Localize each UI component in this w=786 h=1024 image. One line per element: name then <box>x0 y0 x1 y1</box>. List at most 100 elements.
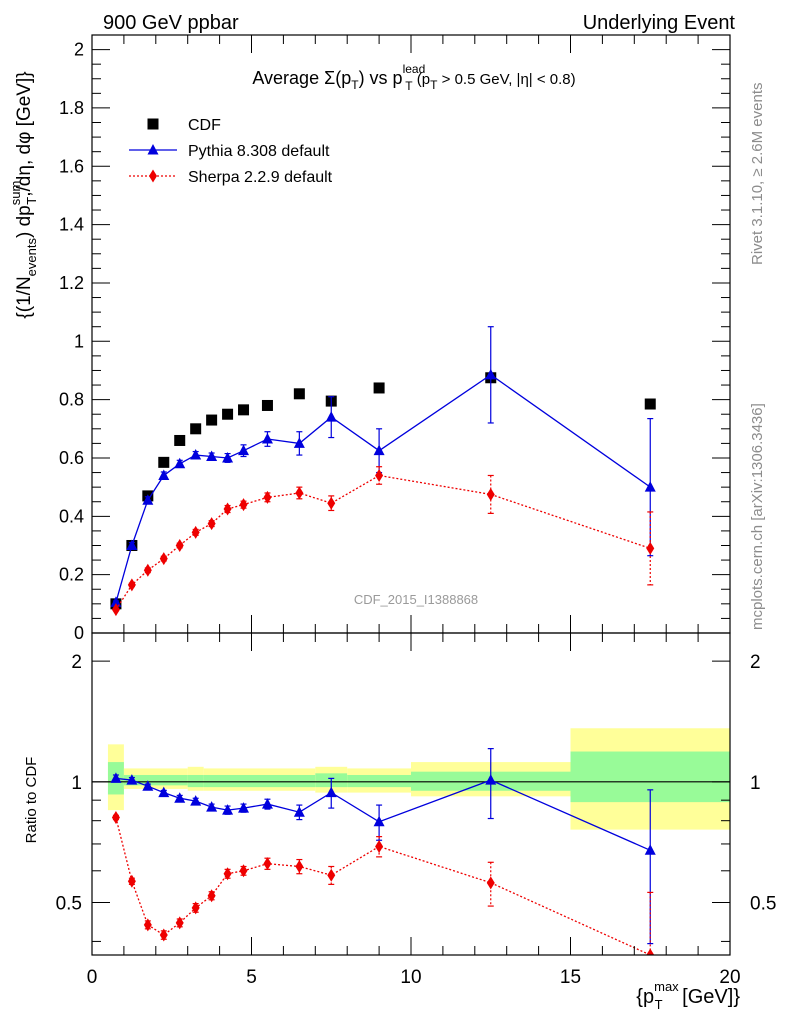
ratio-band-inner <box>123 774 188 786</box>
data-point <box>126 774 138 785</box>
data-point <box>644 398 656 410</box>
data-point <box>295 859 304 873</box>
data-point <box>373 815 385 827</box>
data-point <box>239 498 248 512</box>
ratio-band-inner <box>203 774 316 788</box>
data-point <box>159 928 168 942</box>
data-point <box>646 541 655 555</box>
data-point <box>126 539 138 550</box>
main-title: Average Σ(pT) vs plead T (pT > 0.5 GeV, |… <box>252 62 575 93</box>
data-point <box>486 487 495 501</box>
data-point <box>293 806 305 817</box>
data-point <box>261 399 273 411</box>
y-tick-label: 0.4 <box>59 506 84 526</box>
series-line <box>115 817 651 955</box>
data-point <box>143 918 152 932</box>
data-point <box>174 792 186 803</box>
data-point <box>375 839 384 853</box>
y-tick-label: 0.6 <box>59 448 84 468</box>
data-point <box>175 538 184 552</box>
data-point <box>239 864 248 878</box>
data-point <box>325 411 337 422</box>
data-point <box>327 868 336 882</box>
x-tick-label: 5 <box>246 967 257 988</box>
data-point <box>238 404 250 416</box>
y-tick-label: 0.8 <box>59 390 84 410</box>
data-point <box>485 774 497 785</box>
data-point <box>174 434 186 446</box>
legend-marker <box>147 144 159 155</box>
data-point <box>327 496 336 510</box>
rivet-label: Rivet 3.1.10, ≥ 2.6M events <box>749 83 766 266</box>
y-tick-label: 1.8 <box>59 98 84 118</box>
y-tick-label: 1.4 <box>59 215 84 235</box>
ratio-band-inner <box>187 774 204 788</box>
mcplots-label: mcplots.cern.ch [arXiv:1306.3436] <box>749 403 766 630</box>
data-point <box>325 786 337 798</box>
data-point <box>207 517 216 531</box>
data-point <box>223 867 232 881</box>
data-point <box>375 468 384 482</box>
data-point <box>190 449 202 460</box>
ratio-xlabel: {pmax T [GeV]} <box>636 979 740 1012</box>
ratio-y-tick-label: 1 <box>71 773 82 794</box>
data-point <box>142 494 154 505</box>
data-point <box>644 844 656 855</box>
ratio-band-inner <box>347 774 411 788</box>
data-point <box>223 502 232 516</box>
data-point <box>486 876 495 890</box>
watermark: CDF_2015_I1388868 <box>354 592 478 607</box>
data-point <box>111 810 120 824</box>
main-ylabel: {(1/Nevents) dpsumT,/dη, dφ [GeV]} <box>8 71 39 318</box>
data-point <box>191 901 200 915</box>
ratio-y-tick-label: 2 <box>71 652 82 673</box>
data-point <box>191 525 200 539</box>
data-point <box>206 450 218 462</box>
ratio-y-tick-label: 0.5 <box>56 894 82 915</box>
x-tick-label: 0 <box>87 967 98 988</box>
y-tick-label: 1.6 <box>59 156 84 176</box>
ratio-y-tick-label-right: 0.5 <box>750 894 776 915</box>
y-tick-label: 2 <box>74 40 84 60</box>
series-line <box>115 374 651 603</box>
legend-label: CDF <box>188 117 221 134</box>
data-point <box>261 433 273 444</box>
data-point <box>263 857 272 871</box>
data-point <box>238 444 250 456</box>
data-point <box>190 423 202 435</box>
data-point <box>222 804 234 815</box>
data-point <box>110 596 122 607</box>
ratio-ylabel: Ratio to CDF <box>23 757 40 844</box>
data-point <box>261 798 273 809</box>
data-point <box>174 457 186 469</box>
header-right: Underlying Event <box>583 12 736 34</box>
data-point <box>373 382 385 394</box>
data-point <box>159 552 168 566</box>
data-point <box>142 780 154 791</box>
data-point <box>111 603 120 617</box>
header-left: 900 GeV ppbar <box>103 12 239 34</box>
data-point <box>175 916 184 930</box>
data-point <box>206 801 218 812</box>
data-point <box>295 486 304 500</box>
data-point <box>127 874 136 888</box>
data-point <box>158 786 170 798</box>
data-point <box>646 948 655 955</box>
y-tick-label: 1 <box>74 331 84 351</box>
data-point <box>263 490 272 504</box>
legend-label: Sherpa 2.2.9 default <box>188 169 333 186</box>
series-line <box>115 474 651 611</box>
data-point <box>158 469 170 480</box>
data-point <box>485 368 497 380</box>
ratio-y-tick-label-right: 2 <box>750 652 761 673</box>
data-point <box>373 444 385 456</box>
data-point <box>127 578 136 592</box>
data-point <box>143 563 152 577</box>
y-tick-label: 0 <box>74 623 84 643</box>
data-point <box>190 795 202 806</box>
legend-label: Pythia 8.308 default <box>188 143 330 160</box>
data-point <box>238 802 250 813</box>
ratio-y-tick-label-right: 1 <box>750 773 761 794</box>
y-tick-label: 1.2 <box>59 273 84 293</box>
